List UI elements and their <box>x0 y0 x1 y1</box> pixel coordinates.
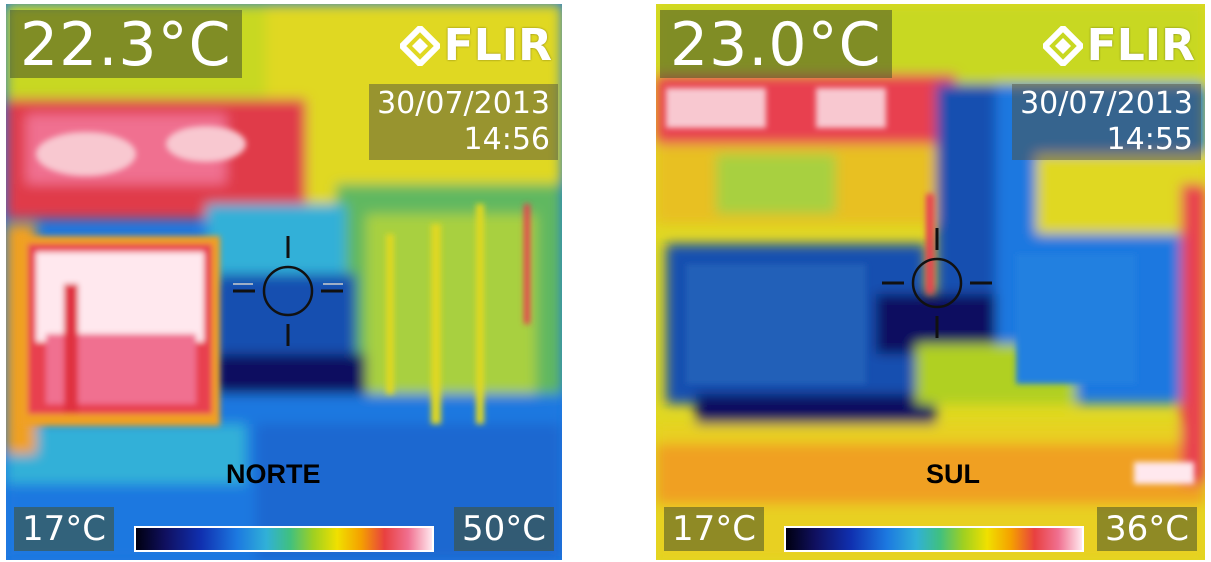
scale-max-temperature: 50°C <box>453 507 554 551</box>
panel-label-norte: NORTE <box>226 459 321 489</box>
flir-diamond-icon <box>1042 26 1083 66</box>
capture-date: 30/07/2013 <box>1020 86 1193 121</box>
thermal-image-norte: 22.3°C FLIR 30/07/2013 14:56 NORTE 17°C … <box>6 4 562 560</box>
flir-diamond-icon <box>399 26 440 66</box>
spot-temperature-readout: 22.3°C <box>10 10 242 78</box>
spot-temperature-readout: 23.0°C <box>660 10 892 78</box>
spot-crosshair-icon <box>882 228 992 338</box>
color-scale-bar <box>134 526 434 552</box>
spot-crosshair-icon <box>233 236 343 346</box>
brand-name: FLIR <box>443 20 552 71</box>
capture-date: 30/07/2013 <box>377 86 550 121</box>
scale-min-temperature: 17°C <box>664 507 765 551</box>
panel-label-sul: SUL <box>926 459 980 489</box>
thermal-image-sul: 23.0°C FLIR 30/07/2013 14:55 SUL 17°C 36… <box>656 4 1205 560</box>
scale-min-temperature: 17°C <box>14 507 115 551</box>
capture-time: 14:55 <box>1106 122 1193 157</box>
flir-logo: FLIR <box>1042 20 1195 71</box>
flir-logo: FLIR <box>399 20 552 71</box>
brand-name: FLIR <box>1086 20 1195 71</box>
color-scale-bar <box>784 526 1084 552</box>
capture-datetime: 30/07/2013 14:56 <box>369 84 558 160</box>
capture-time: 14:56 <box>463 122 550 157</box>
scale-max-temperature: 36°C <box>1096 507 1197 551</box>
capture-datetime: 30/07/2013 14:55 <box>1012 84 1201 160</box>
